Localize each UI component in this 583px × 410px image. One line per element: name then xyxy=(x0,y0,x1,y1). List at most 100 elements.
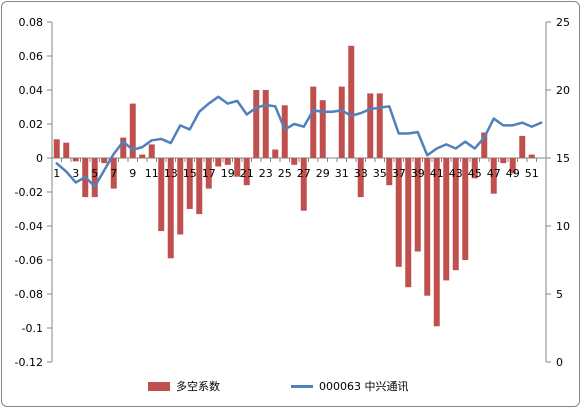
bar-34 xyxy=(367,93,374,158)
y-left-tick-label: -0.08 xyxy=(15,288,43,301)
x-tick-label: 21 xyxy=(240,167,254,180)
bar-18 xyxy=(215,158,222,167)
x-tick-label: 13 xyxy=(164,167,178,180)
y-right-tick-label: 0 xyxy=(556,356,563,369)
legend-item-bar-series[interactable]: 多空系数 xyxy=(148,377,220,395)
y-right-tick-label: 15 xyxy=(556,152,570,165)
x-tick-label: 43 xyxy=(449,167,463,180)
bar-36 xyxy=(386,158,393,186)
bar-12 xyxy=(158,158,165,232)
x-tick-label: 49 xyxy=(506,167,520,180)
bar-22 xyxy=(253,90,260,158)
bar-13 xyxy=(167,158,174,259)
bar-48 xyxy=(500,158,507,164)
bar-23 xyxy=(262,90,269,158)
x-tick-label: 35 xyxy=(373,167,387,180)
bar-19 xyxy=(224,158,231,165)
y-left-tick-label: 0.02 xyxy=(19,118,44,131)
x-tick-label: 11 xyxy=(145,167,159,180)
bar-45 xyxy=(471,158,478,179)
bar-46 xyxy=(481,132,488,158)
bar-10 xyxy=(139,154,146,158)
y-right-tick-label: 5 xyxy=(556,288,563,301)
legend-label-line-series: 000063 中兴通讯 xyxy=(319,380,409,393)
bar-3 xyxy=(72,158,79,162)
x-tick-label: 45 xyxy=(468,167,482,180)
x-tick-label: 5 xyxy=(91,167,98,180)
y-left-tick-label: -0.02 xyxy=(15,186,43,199)
y-left-tick-label: -0.06 xyxy=(15,254,43,267)
x-tick-label: 29 xyxy=(316,167,330,180)
bar-14 xyxy=(177,158,184,235)
bar-37 xyxy=(395,158,402,267)
bar-35 xyxy=(376,93,383,158)
y-right-tick-label: 25 xyxy=(556,16,570,29)
x-tick-label: 31 xyxy=(335,167,349,180)
x-tick-label: 25 xyxy=(278,167,292,180)
x-tick-label: 47 xyxy=(487,167,501,180)
x-tick-label: 23 xyxy=(259,167,273,180)
y-left-tick-label: 0 xyxy=(36,152,43,165)
bar-11 xyxy=(148,144,155,158)
bar-40 xyxy=(424,158,431,296)
x-tick-label: 37 xyxy=(392,167,406,180)
x-tick-label: 17 xyxy=(202,167,216,180)
axes-group xyxy=(47,21,551,363)
x-tick-label: 51 xyxy=(525,167,539,180)
bar-21 xyxy=(243,158,250,186)
y-left-tick-label: 0.04 xyxy=(19,84,44,97)
bar-25 xyxy=(281,105,288,158)
bar-8 xyxy=(120,137,127,158)
bar-series-group xyxy=(53,45,535,327)
y-left-tick-label: 0.06 xyxy=(19,50,44,63)
x-tick-label: 15 xyxy=(183,167,197,180)
bar-51 xyxy=(528,154,535,158)
bar-15 xyxy=(186,158,193,209)
bar-20 xyxy=(234,158,241,177)
bar-50 xyxy=(519,135,526,158)
series-line-zte xyxy=(55,95,543,188)
bar-39 xyxy=(414,158,421,252)
bar-24 xyxy=(272,149,279,158)
bar-38 xyxy=(405,158,412,288)
tick-labels-group: 0.08 0.06 0.04 0.02 0 -0.02 -0.04 -0.06 -0.08 -0.… xyxy=(15,16,570,369)
bar-6 xyxy=(101,158,108,164)
y-left-tick-label: -0.12 xyxy=(15,356,43,369)
x-tick-label: 1 xyxy=(53,167,60,180)
x-tick-label: 27 xyxy=(297,167,311,180)
legend-label-bar-series: 多空系数 xyxy=(176,380,220,393)
legend: 多空系数 000063 中兴通讯 xyxy=(0,377,583,395)
bar-42 xyxy=(443,158,450,281)
bar-43 xyxy=(452,158,459,271)
legend-swatch-line xyxy=(291,384,313,388)
line-series-group xyxy=(55,95,543,188)
bar-44 xyxy=(462,158,469,260)
legend-item-line-series[interactable]: 000063 中兴通讯 xyxy=(291,377,409,395)
bar-41 xyxy=(433,158,440,327)
x-tick-label: 9 xyxy=(129,167,136,180)
x-tick-label: 19 xyxy=(221,167,235,180)
y-left-tick-label: -0.04 xyxy=(15,220,43,233)
bar-29 xyxy=(319,100,326,158)
bar-33 xyxy=(357,158,364,198)
bar-32 xyxy=(348,45,355,158)
x-tick-label: 33 xyxy=(354,167,368,180)
y-right-tick-label: 20 xyxy=(556,84,570,97)
x-tick-label: 7 xyxy=(110,167,117,180)
bar-5 xyxy=(91,158,98,198)
bar-16 xyxy=(196,158,203,215)
bar-1 xyxy=(53,139,60,158)
y-right-tick-label: 10 xyxy=(556,220,570,233)
bar-27 xyxy=(300,158,307,211)
bar-9 xyxy=(129,103,136,158)
bar-49 xyxy=(509,158,516,174)
bar-7 xyxy=(110,158,117,189)
bar-47 xyxy=(490,158,497,194)
y-left-tick-label: 0.08 xyxy=(19,16,44,29)
y-left-tick-label: -0.1 xyxy=(22,322,43,335)
legend-swatch-bar xyxy=(148,381,170,391)
bar-17 xyxy=(205,158,212,189)
bar-31 xyxy=(338,86,345,158)
